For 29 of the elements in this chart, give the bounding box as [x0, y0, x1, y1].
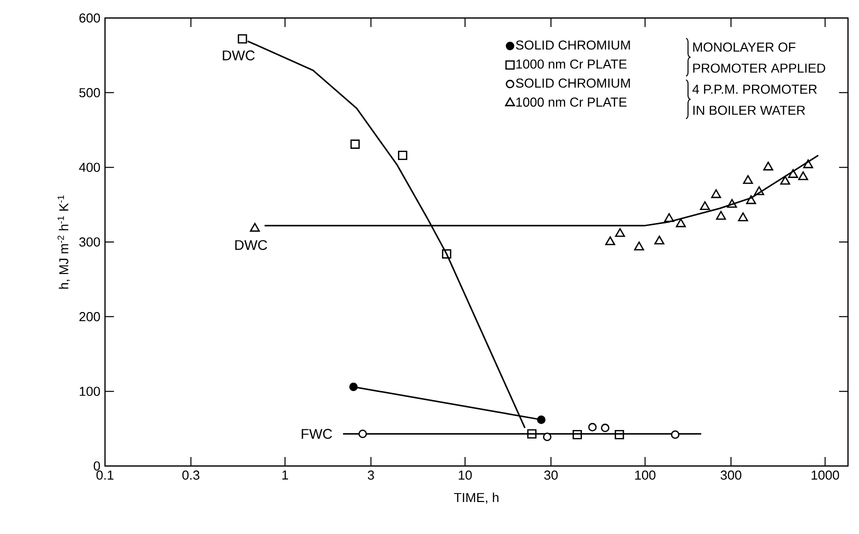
annotation: 4 P.P.M. PROMOTER — [692, 84, 817, 94]
legend-label: SOLID CHROMIUM — [516, 40, 630, 50]
y-tick-label: 100 — [80, 386, 100, 396]
x-tick-label: 0.1 — [96, 470, 114, 480]
x-tick-label: 100 — [635, 470, 656, 480]
x-axis-title: TIME, h — [454, 492, 498, 504]
x-tick-label: 1000 — [812, 470, 840, 480]
legend-label: SOLID CHROMIUM — [516, 78, 630, 88]
x-tick-label: 1 — [282, 470, 288, 480]
y-tick-label: 500 — [79, 88, 100, 98]
annotation: MONOLAYER OF — [693, 42, 796, 52]
annotation: IN BOILER WATER — [693, 106, 805, 115]
y-tick-label: 300 — [79, 237, 100, 247]
x-tick-label: 0.3 — [182, 470, 200, 480]
x-tick-label: 300 — [720, 470, 742, 480]
x-tick-label: 3 — [368, 470, 374, 480]
annotation: DWC — [235, 240, 268, 250]
x-tick-label: 10 — [458, 470, 472, 480]
y-tick-label: 0 — [94, 461, 100, 471]
y-axis-title: h, MJ m$^{-2}$ h$^{-1}$ K$^{-1}$ — [58, 195, 70, 289]
y-tick-label: 200 — [79, 312, 100, 322]
annotation: FWC — [302, 428, 332, 439]
legend-label: 1000 nm Cr PLATE — [516, 98, 627, 107]
y-tick-label: 400 — [79, 162, 100, 172]
y-tick-label: 600 — [79, 13, 100, 23]
annotation: PROMOTER APPLIED — [693, 64, 826, 73]
x-tick-label: 30 — [544, 470, 558, 480]
legend-label: 1000 nm Cr PLATE — [516, 59, 627, 69]
annotation: DWC — [222, 50, 255, 60]
